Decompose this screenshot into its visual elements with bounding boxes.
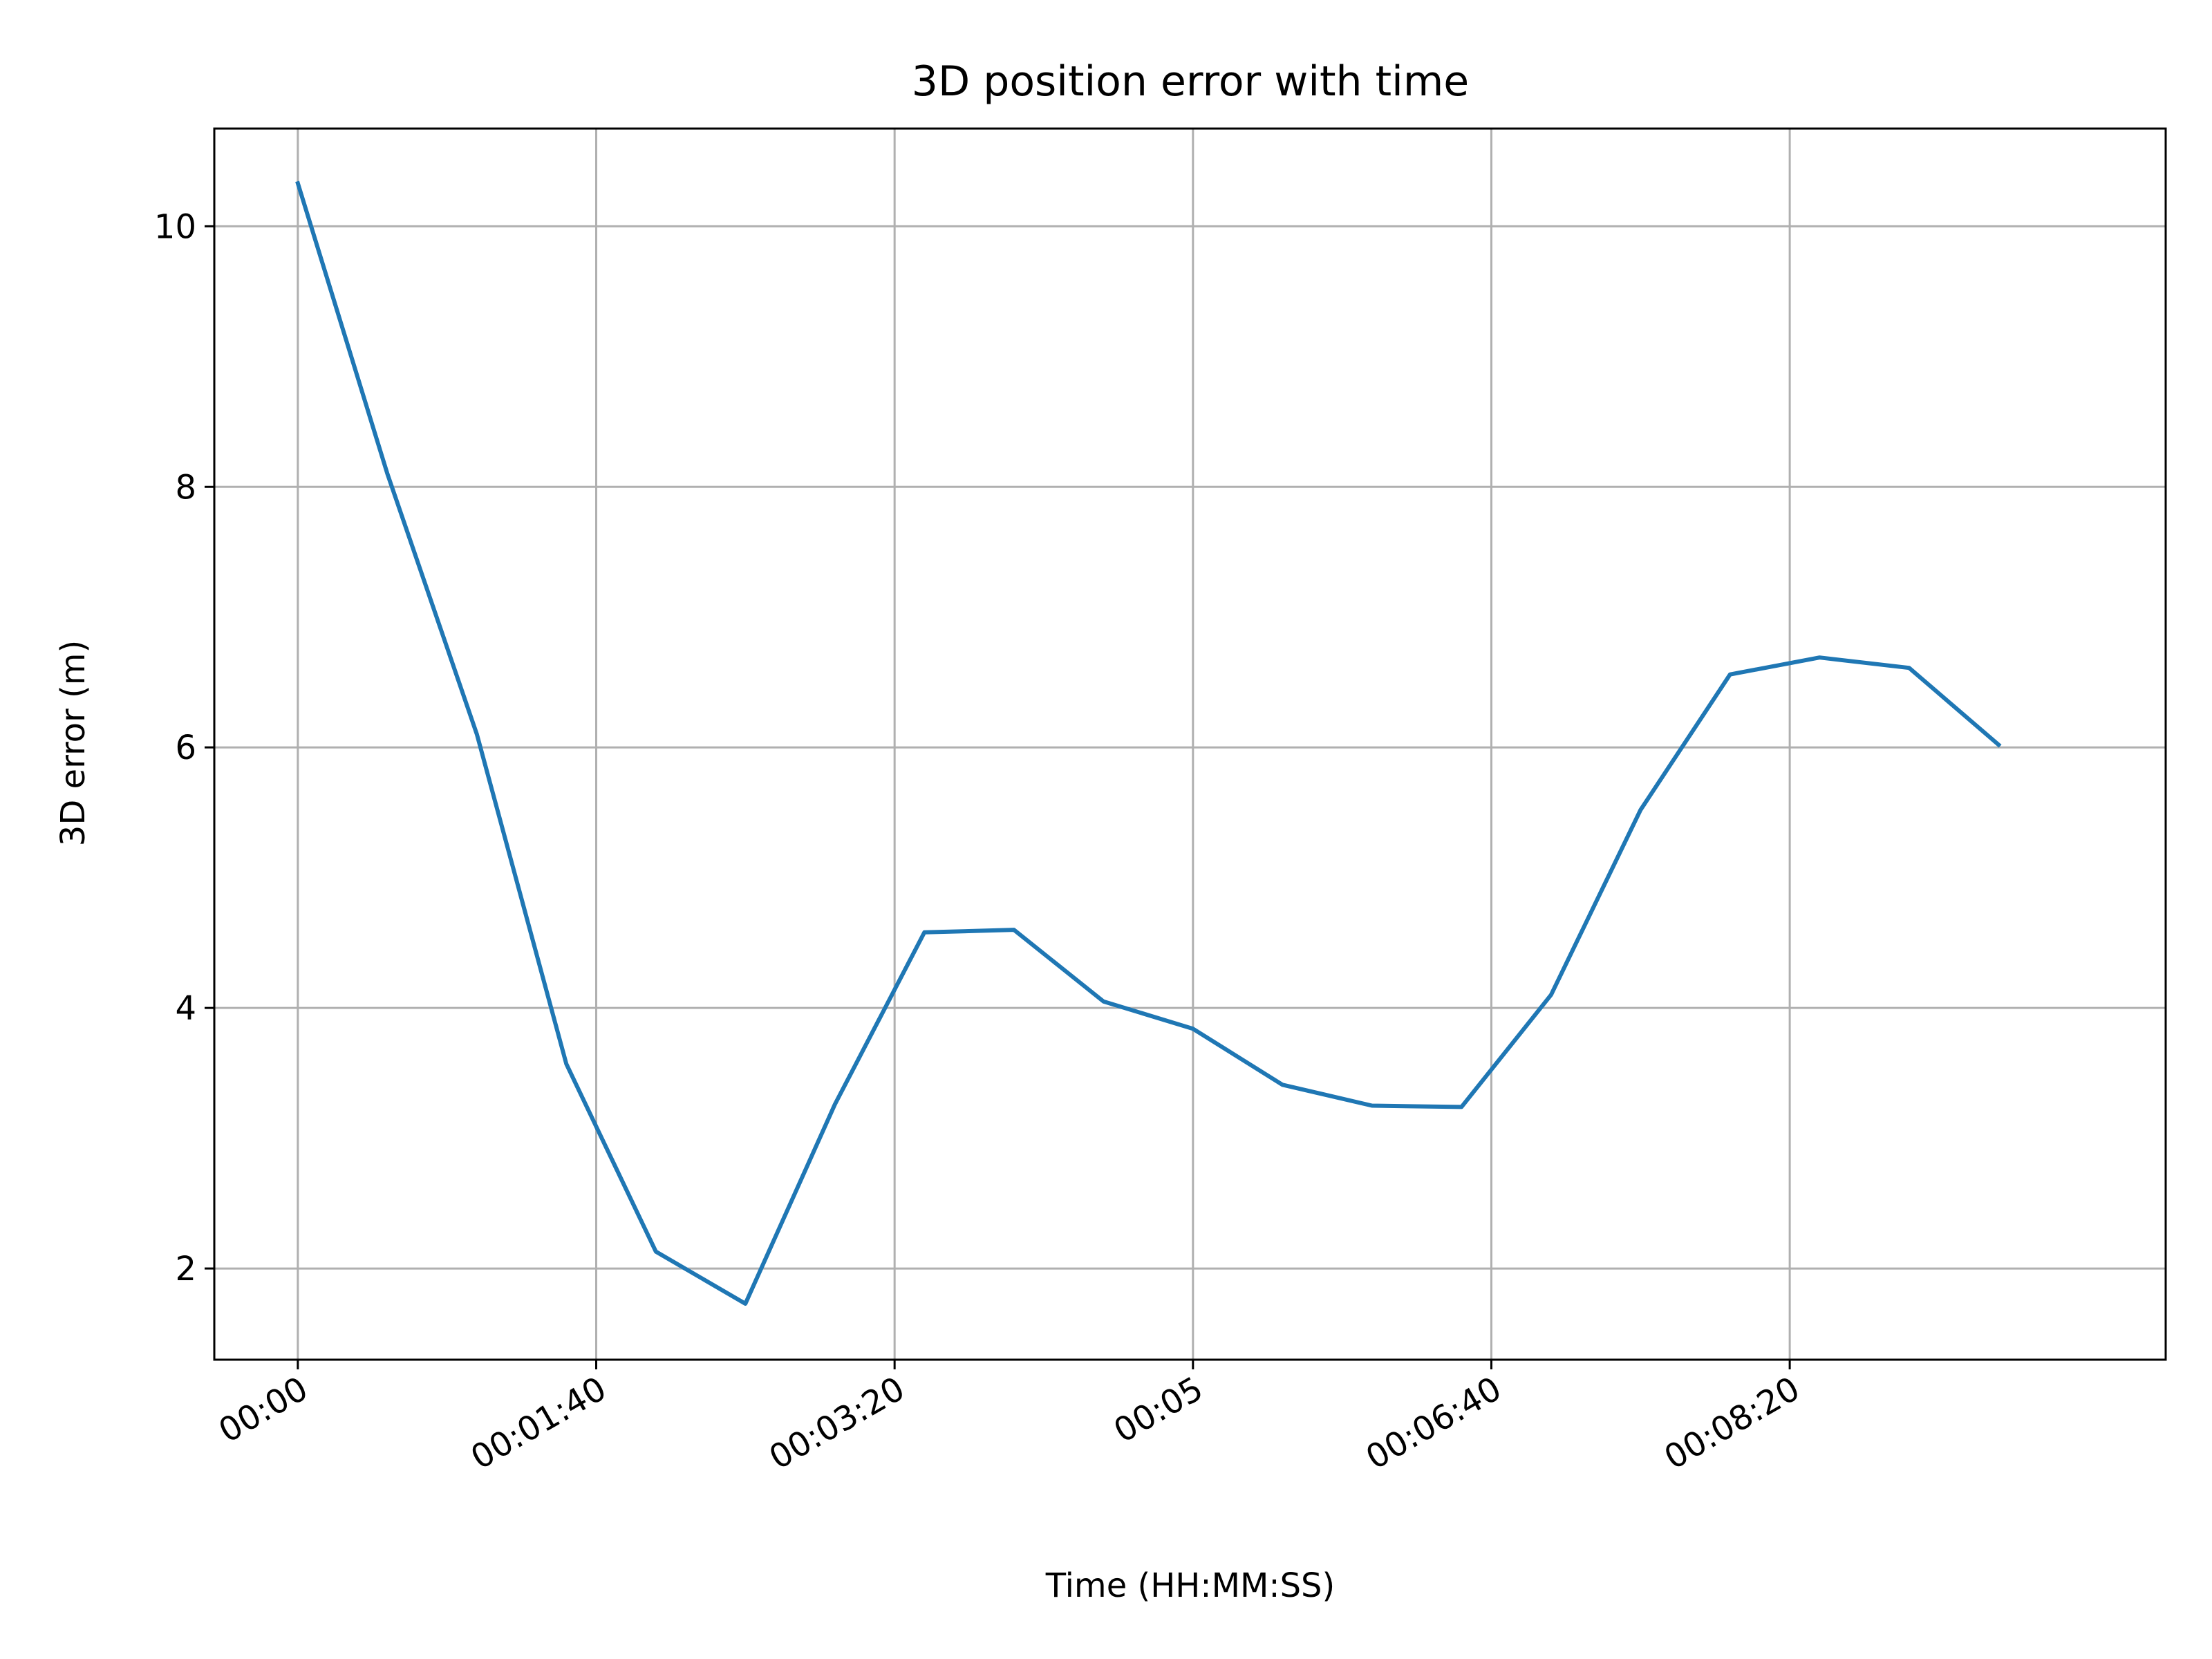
series-line xyxy=(295,180,2002,1306)
plot-frame xyxy=(213,127,2167,1361)
y-tick-label: 4 xyxy=(175,989,196,1028)
y-tick-label: 6 xyxy=(175,729,196,767)
grid-lines xyxy=(214,129,2166,1360)
chart-title: 3D position error with time xyxy=(912,57,1469,106)
y-axis-label: 3D error (m) xyxy=(54,640,93,846)
y-tick-label: 8 xyxy=(175,468,196,507)
y-tick-label: 10 xyxy=(154,207,196,246)
series-lines xyxy=(295,180,2002,1306)
y-tick-label: 2 xyxy=(175,1250,196,1288)
x-axis-label: Time (HH:MM:SS) xyxy=(1045,1566,1335,1605)
